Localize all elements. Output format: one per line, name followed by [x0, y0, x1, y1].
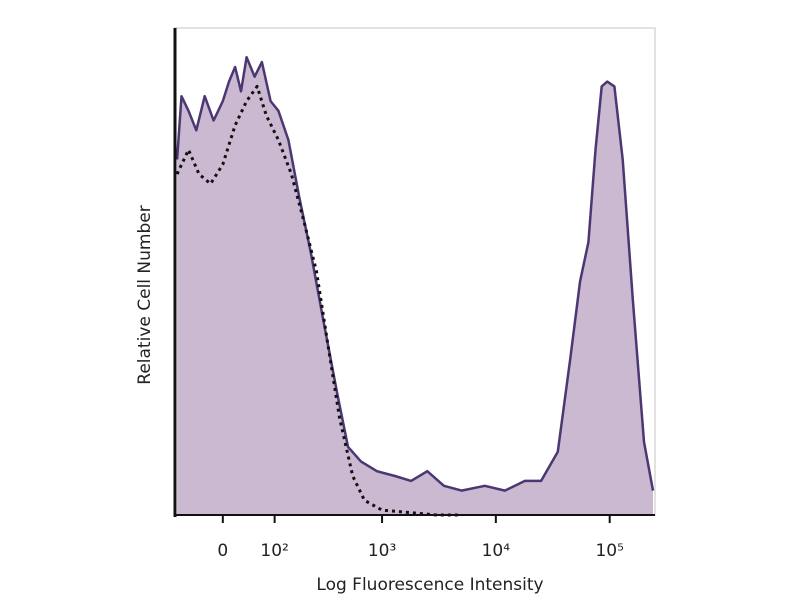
- x-tick-label: 10²: [260, 541, 288, 561]
- y-axis-label: Relative Cell Number: [135, 205, 155, 384]
- x-tick-label: 10³: [368, 541, 396, 561]
- line: [175, 55, 655, 492]
- line: [175, 84, 462, 517]
- x-axis-label: Log Fluorescence Intensity: [316, 575, 543, 595]
- area: [177, 57, 653, 515]
- x-tick-label: 0: [217, 541, 228, 561]
- x-tick-label: 10⁵: [595, 541, 623, 561]
- x-tick-label: 10⁴: [482, 541, 511, 561]
- marks: [175, 55, 655, 517]
